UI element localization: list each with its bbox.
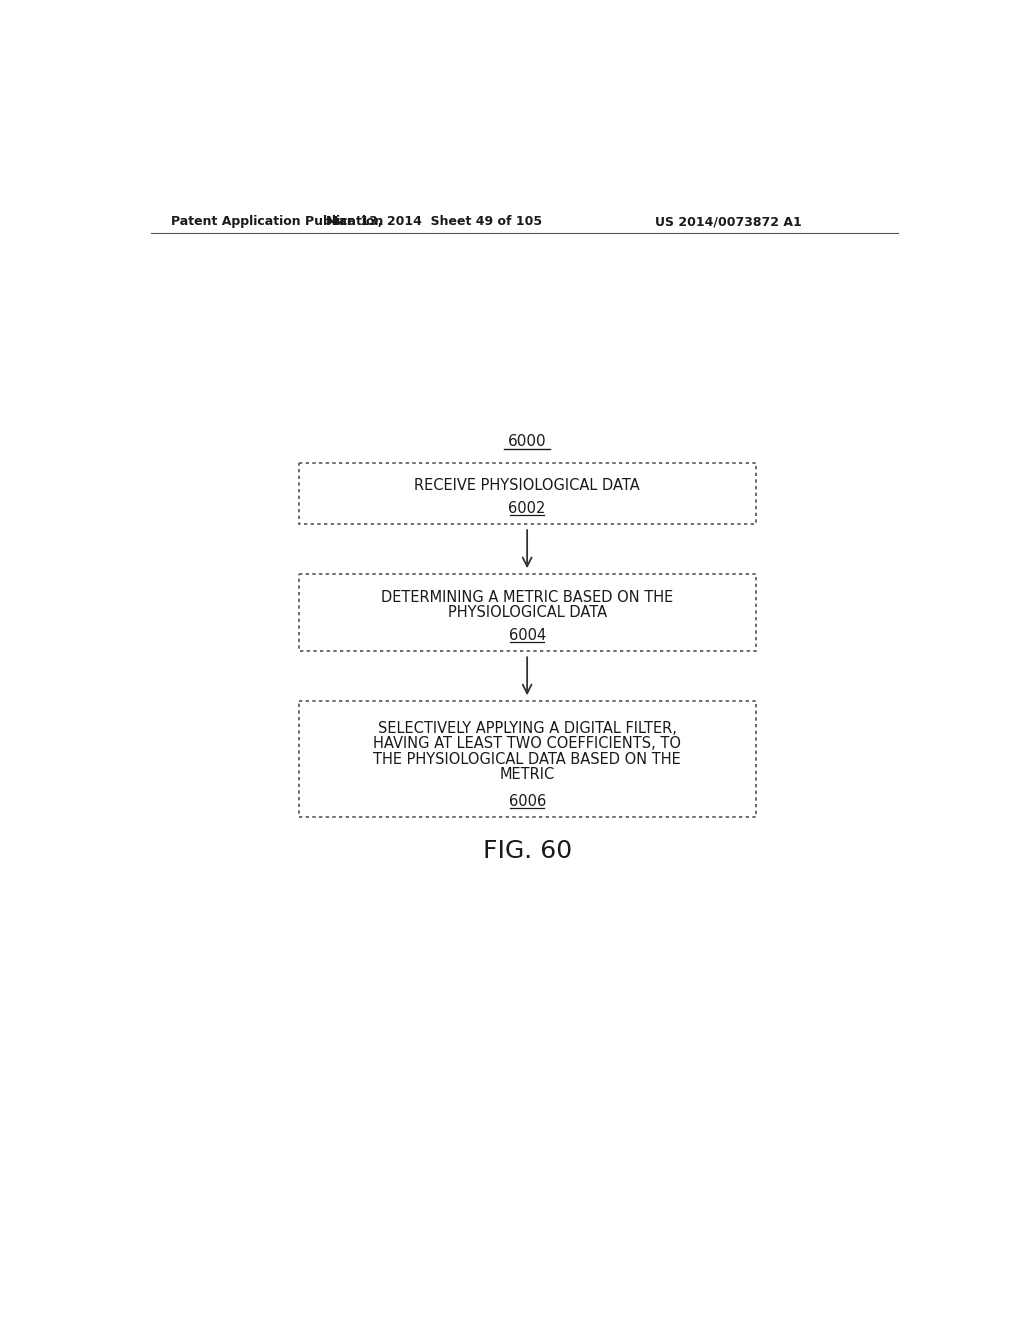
Text: METRIC: METRIC	[500, 767, 555, 781]
Text: 6002: 6002	[509, 502, 546, 516]
Text: 6004: 6004	[509, 628, 546, 643]
Text: HAVING AT LEAST TWO COEFFICIENTS, TO: HAVING AT LEAST TWO COEFFICIENTS, TO	[373, 737, 681, 751]
Text: SELECTIVELY APPLYING A DIGITAL FILTER,: SELECTIVELY APPLYING A DIGITAL FILTER,	[378, 721, 677, 735]
Text: PHYSIOLOGICAL DATA: PHYSIOLOGICAL DATA	[447, 605, 606, 620]
Text: US 2014/0073872 A1: US 2014/0073872 A1	[655, 215, 802, 228]
Bar	[299, 701, 756, 817]
Text: 6000: 6000	[508, 434, 547, 449]
Text: THE PHYSIOLOGICAL DATA BASED ON THE: THE PHYSIOLOGICAL DATA BASED ON THE	[374, 751, 681, 767]
Text: FIG. 60: FIG. 60	[482, 840, 571, 863]
Text: DETERMINING A METRIC BASED ON THE: DETERMINING A METRIC BASED ON THE	[381, 590, 673, 605]
Text: 6006: 6006	[509, 793, 546, 809]
Bar	[299, 574, 756, 651]
Text: Patent Application Publication: Patent Application Publication	[171, 215, 383, 228]
Text: RECEIVE PHYSIOLOGICAL DATA: RECEIVE PHYSIOLOGICAL DATA	[415, 478, 640, 494]
Text: Mar. 13, 2014  Sheet 49 of 105: Mar. 13, 2014 Sheet 49 of 105	[326, 215, 542, 228]
Bar	[299, 462, 756, 524]
